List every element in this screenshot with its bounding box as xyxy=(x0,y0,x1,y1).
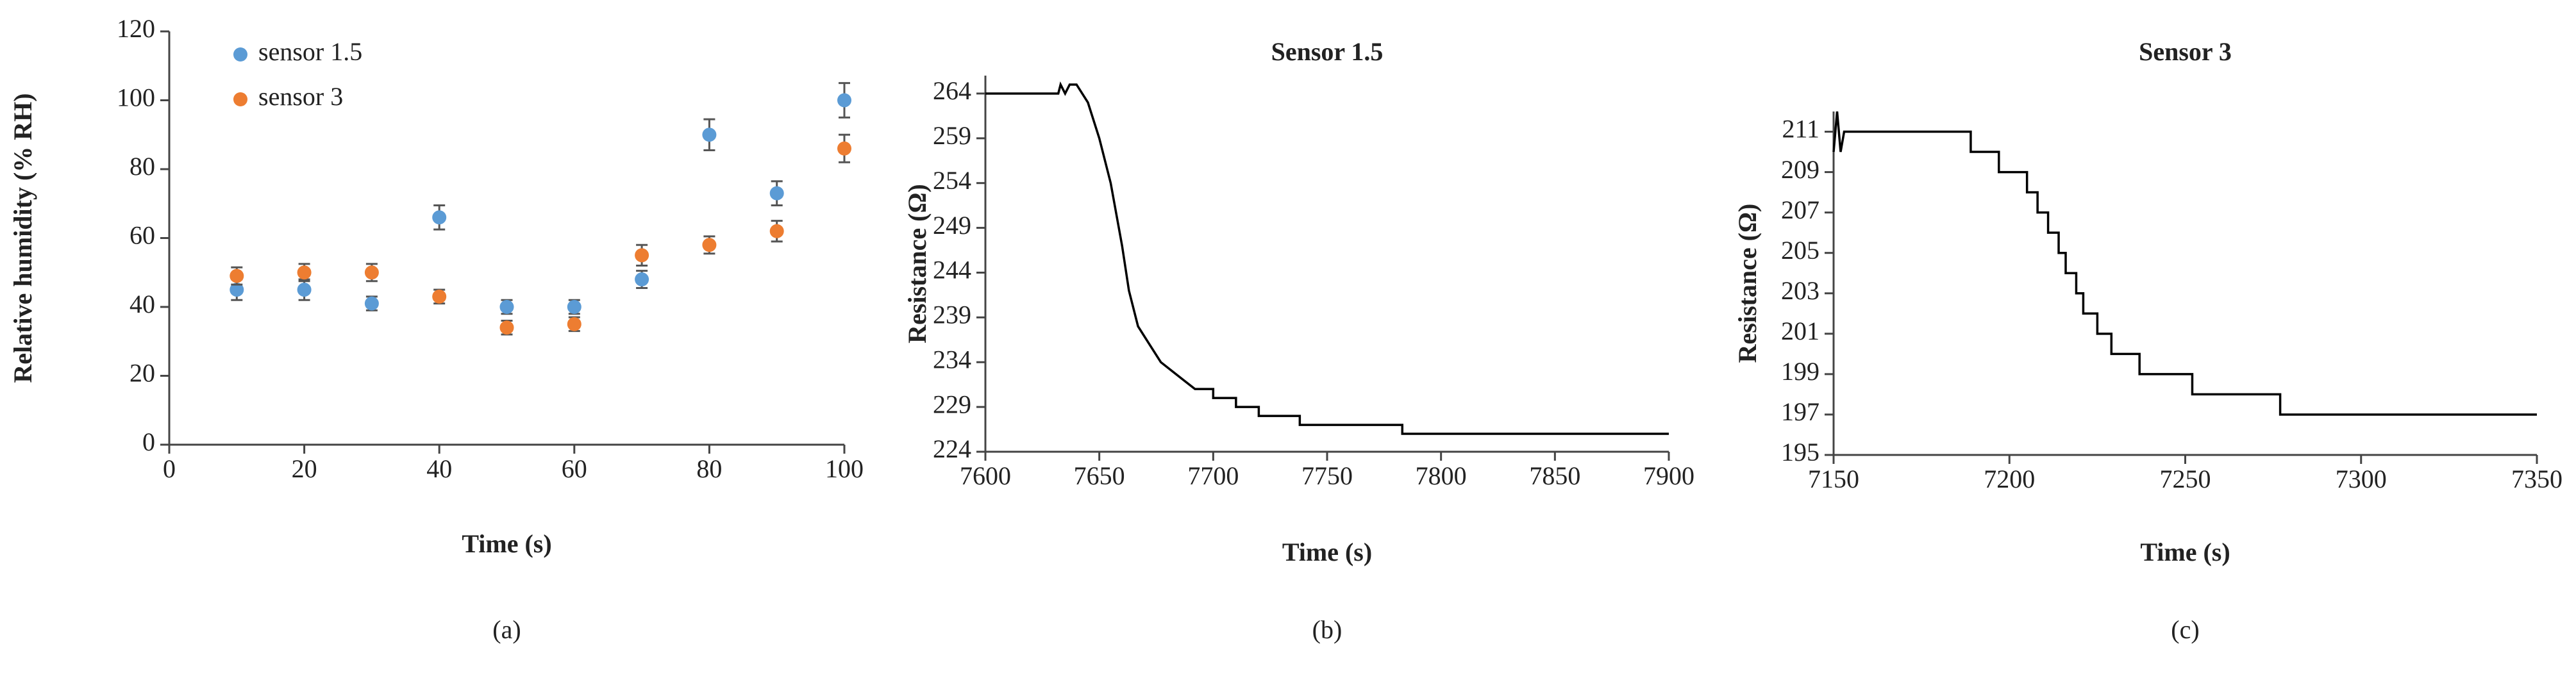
y-axis-label: Resistance (Ω) xyxy=(903,184,932,343)
chart-title: Sensor 3 xyxy=(2139,37,2232,66)
y-tick-label: 229 xyxy=(933,390,971,418)
x-tick-label: 7650 xyxy=(1074,461,1125,490)
data-point xyxy=(364,265,379,280)
data-point xyxy=(837,141,851,156)
x-tick-label: 80 xyxy=(696,454,722,483)
y-tick-label: 209 xyxy=(1781,155,1819,184)
data-point xyxy=(635,248,649,263)
data-point xyxy=(297,265,312,280)
x-tick-label: 7600 xyxy=(960,461,1011,490)
y-tick-label: 40 xyxy=(130,290,155,318)
y-tick-label: 195 xyxy=(1781,438,1819,466)
legend-label: sensor 3 xyxy=(258,82,343,111)
data-point xyxy=(837,93,851,108)
y-tick-label: 234 xyxy=(933,345,971,374)
data-point xyxy=(702,238,717,252)
y-tick-label: 20 xyxy=(130,359,155,388)
chart-title: Sensor 1.5 xyxy=(1271,37,1384,66)
panel-label: (b) xyxy=(1312,615,1342,644)
y-tick-label: 239 xyxy=(933,301,971,329)
y-tick-label: 197 xyxy=(1781,397,1819,426)
x-tick-label: 7900 xyxy=(1643,461,1694,490)
y-tick-label: 249 xyxy=(933,211,971,240)
x-axis-label: Time (s) xyxy=(1282,538,1372,566)
y-axis-label: Relative humidity (% RH) xyxy=(8,93,37,383)
x-axis-label: Time (s) xyxy=(2140,538,2230,566)
x-tick-label: 7200 xyxy=(1984,465,2035,493)
legend-marker xyxy=(233,92,247,106)
data-point xyxy=(364,296,379,311)
data-point xyxy=(769,186,784,201)
data-point xyxy=(567,300,581,314)
data-point xyxy=(499,300,514,314)
y-tick-label: 264 xyxy=(933,76,971,105)
x-tick-label: 20 xyxy=(292,454,317,483)
y-tick-label: 259 xyxy=(933,121,971,150)
panel-label: (c) xyxy=(2171,615,2199,644)
x-tick-label: 60 xyxy=(562,454,587,483)
x-tick-label: 7150 xyxy=(1808,465,1859,493)
x-tick-label: 7800 xyxy=(1416,461,1467,490)
data-point xyxy=(230,268,244,283)
y-tick-label: 60 xyxy=(130,221,155,250)
x-tick-label: 7350 xyxy=(2511,465,2563,493)
y-tick-label: 224 xyxy=(933,434,971,463)
y-axis-label: Resistance (Ω) xyxy=(1733,204,1762,363)
y-tick-label: 201 xyxy=(1781,317,1819,345)
data-point xyxy=(635,272,649,286)
x-tick-label: 0 xyxy=(163,454,176,483)
y-tick-label: 80 xyxy=(130,152,155,181)
data-point xyxy=(432,210,447,225)
y-tick-label: 203 xyxy=(1781,276,1819,305)
x-tick-label: 7250 xyxy=(2160,465,2211,493)
data-point xyxy=(702,128,717,142)
data-point xyxy=(769,224,784,238)
data-point xyxy=(297,283,312,297)
y-tick-label: 100 xyxy=(117,83,155,112)
y-tick-label: 244 xyxy=(933,256,971,284)
x-axis-label: Time (s) xyxy=(462,529,551,558)
y-tick-label: 211 xyxy=(1782,115,1819,144)
data-point xyxy=(230,283,244,297)
x-tick-label: 7850 xyxy=(1529,461,1580,490)
x-tick-label: 7300 xyxy=(2336,465,2387,493)
x-tick-label: 100 xyxy=(825,454,864,483)
legend-marker xyxy=(233,47,247,62)
y-tick-label: 205 xyxy=(1781,236,1819,265)
data-point xyxy=(567,317,581,331)
data-line xyxy=(985,81,1669,435)
x-tick-label: 7700 xyxy=(1187,461,1239,490)
data-point xyxy=(499,320,514,335)
legend-label: sensor 1.5 xyxy=(258,37,362,66)
y-tick-label: 254 xyxy=(933,166,971,195)
y-tick-label: 120 xyxy=(117,14,155,43)
x-tick-label: 40 xyxy=(426,454,452,483)
x-tick-label: 7750 xyxy=(1301,461,1353,490)
y-tick-label: 207 xyxy=(1781,195,1819,224)
data-line xyxy=(1832,111,2537,416)
y-tick-label: 0 xyxy=(142,427,155,456)
panel-label: (a) xyxy=(492,615,521,644)
y-tick-label: 199 xyxy=(1781,357,1819,386)
data-point xyxy=(432,289,447,304)
